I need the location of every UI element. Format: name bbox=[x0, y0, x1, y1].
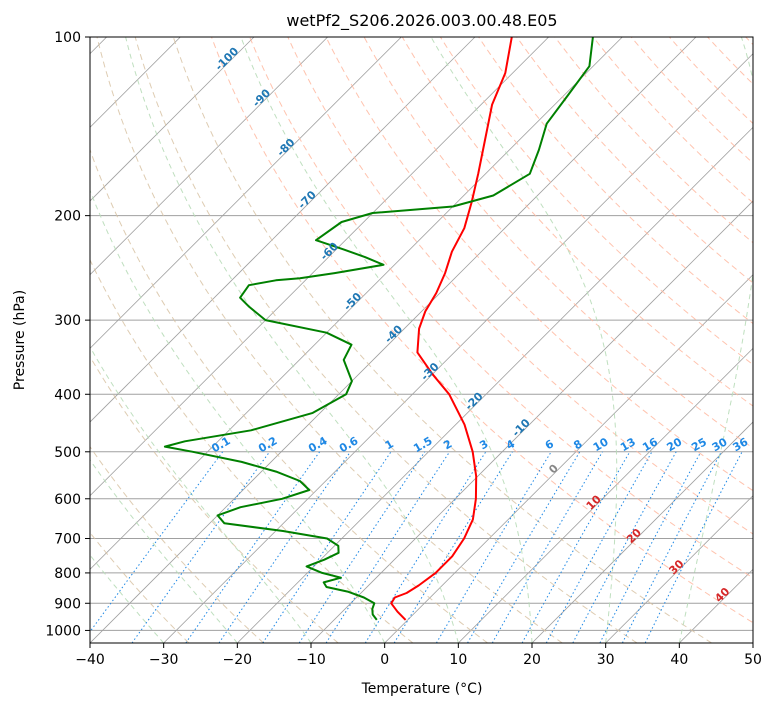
x-tick-label: 40 bbox=[670, 652, 688, 668]
x-tick-label: 20 bbox=[523, 652, 541, 668]
y-tick-label: 200 bbox=[54, 209, 81, 225]
x-tick-label: −10 bbox=[296, 652, 326, 668]
y-tick-label: 300 bbox=[54, 313, 81, 329]
y-axis-title: Pressure (hPa) bbox=[12, 290, 28, 390]
x-axis-title: Temperature (°C) bbox=[361, 681, 483, 697]
y-tick-label: 500 bbox=[54, 445, 81, 461]
y-tick-label: 400 bbox=[54, 387, 81, 403]
x-tick-label: 0 bbox=[380, 652, 389, 668]
x-tick-label: −30 bbox=[149, 652, 179, 668]
y-tick-label: 800 bbox=[54, 566, 81, 582]
x-tick-label: −40 bbox=[75, 652, 105, 668]
x-tick-label: 30 bbox=[597, 652, 615, 668]
x-tick-label: 50 bbox=[744, 652, 762, 668]
y-tick-label: 700 bbox=[54, 532, 81, 548]
chart-title: wetPf2_S206.2026.003.00.48.E05 bbox=[286, 11, 557, 31]
y-tick-label: 100 bbox=[54, 30, 81, 46]
y-tick-label: 600 bbox=[54, 492, 81, 508]
y-tick-label: 900 bbox=[54, 596, 81, 612]
y-tick-label: 1000 bbox=[45, 623, 81, 639]
x-tick-label: −20 bbox=[223, 652, 253, 668]
x-tick-label: 10 bbox=[449, 652, 467, 668]
